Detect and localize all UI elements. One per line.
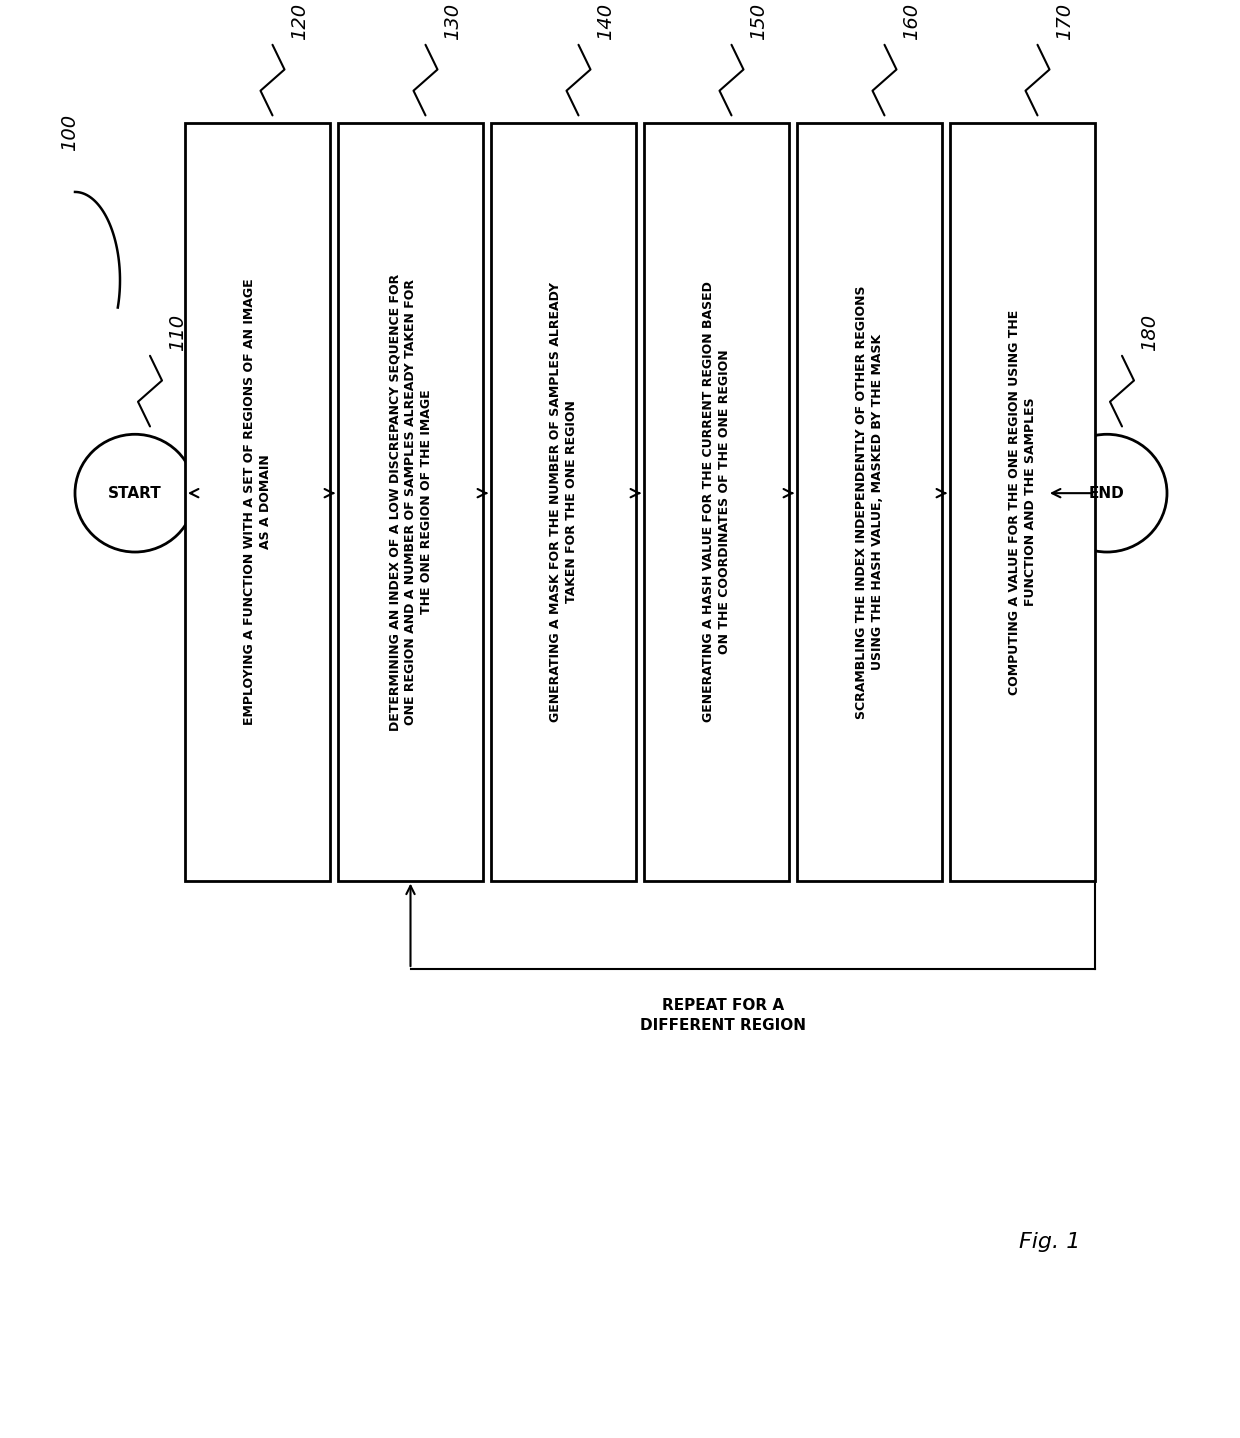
- Bar: [950, 124, 1095, 880]
- Text: 160: 160: [903, 3, 921, 40]
- Text: START: START: [108, 486, 162, 500]
- Text: SCRAMBLING THE INDEX INDEPENDENTLY OF OTHER REGIONS
USING THE HASH VALUE, MASKED: SCRAMBLING THE INDEX INDEPENDENTLY OF OT…: [856, 285, 884, 719]
- Bar: [339, 124, 484, 880]
- Text: 100: 100: [60, 114, 79, 151]
- Bar: [797, 124, 942, 880]
- Text: GENERATING A HASH VALUE FOR THE CURRENT REGION BASED
ON THE COORDINATES OF THE O: GENERATING A HASH VALUE FOR THE CURRENT …: [702, 282, 732, 722]
- Text: GENERATING A MASK FOR THE NUMBER OF SAMPLES ALREADY
TAKEN FOR THE ONE REGION: GENERATING A MASK FOR THE NUMBER OF SAMP…: [549, 282, 578, 722]
- Text: 110: 110: [167, 313, 187, 351]
- Text: DETERMINING AN INDEX OF A LOW DISCREPANCY SEQUENCE FOR
ONE REGION AND A NUMBER O: DETERMINING AN INDEX OF A LOW DISCREPANC…: [388, 273, 433, 731]
- Text: COMPUTING A VALUE FOR THE ONE REGION USING THE
FUNCTION AND THE SAMPLES: COMPUTING A VALUE FOR THE ONE REGION USI…: [1008, 309, 1037, 695]
- Text: Fig. 1: Fig. 1: [1019, 1232, 1081, 1251]
- Text: 150: 150: [749, 3, 769, 40]
- Text: 130: 130: [444, 3, 463, 40]
- Text: 120: 120: [290, 3, 310, 40]
- Text: END: END: [1089, 486, 1125, 500]
- Text: 170: 170: [1055, 3, 1075, 40]
- Bar: [185, 124, 330, 880]
- Text: REPEAT FOR A
DIFFERENT REGION: REPEAT FOR A DIFFERENT REGION: [640, 998, 806, 1034]
- Text: EMPLOYING A FUNCTION WITH A SET OF REGIONS OF AN IMAGE
AS A DOMAIN: EMPLOYING A FUNCTION WITH A SET OF REGIO…: [243, 279, 272, 725]
- Text: 140: 140: [596, 3, 615, 40]
- Bar: [644, 124, 789, 880]
- Bar: [491, 124, 636, 880]
- Text: 180: 180: [1140, 313, 1159, 351]
